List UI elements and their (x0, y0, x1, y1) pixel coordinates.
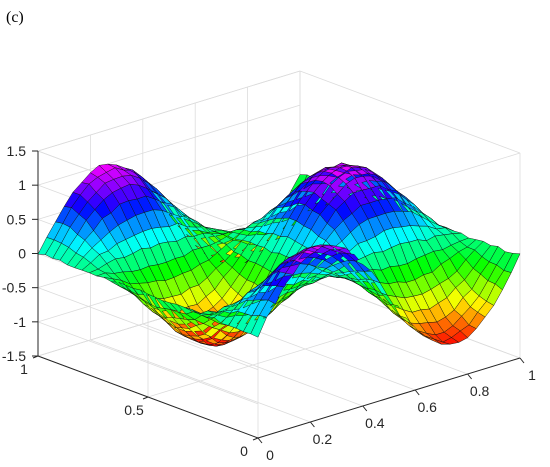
y-tick-label: 1 (20, 361, 28, 377)
x-tick-label: 0 (266, 447, 274, 463)
box-edge (299, 70, 521, 154)
surface-facet (503, 253, 521, 273)
grid-line (37, 104, 301, 186)
grid-line (147, 316, 411, 398)
z-tick-label: 1 (18, 177, 26, 193)
box-edge (37, 70, 301, 152)
y-tick (142, 396, 149, 400)
axes (32, 150, 525, 444)
z-tick-label: 1.5 (7, 143, 27, 159)
x-tick (310, 421, 315, 428)
z-tick-label: -1.5 (2, 348, 26, 364)
x-tick-label: 0.2 (313, 431, 333, 447)
x-tick (519, 357, 525, 364)
grid-line (37, 321, 259, 405)
panel-label: (c) (6, 9, 24, 26)
x-tick (467, 373, 472, 380)
z-tick-label: -1 (14, 314, 27, 330)
y-tick-label: 0 (240, 443, 248, 459)
y-tick-label: 0.5 (124, 402, 144, 418)
x-tick (414, 389, 420, 396)
x-tick (257, 437, 263, 444)
x-tick-label: 0.6 (417, 399, 437, 415)
x-tick (362, 405, 368, 412)
y-tick (252, 437, 259, 441)
z-tick-label: -0.5 (2, 280, 26, 296)
grid-line (37, 287, 259, 371)
z-tick-label: 0.5 (7, 211, 27, 227)
x-tick-label: 0.4 (365, 415, 385, 431)
x-tick-label: 0.8 (470, 383, 490, 399)
x-tick-label: 1 (528, 367, 536, 383)
surface-mesh (37, 162, 521, 347)
z-tick-label: 0 (18, 246, 26, 262)
x-axis-line (257, 357, 521, 439)
